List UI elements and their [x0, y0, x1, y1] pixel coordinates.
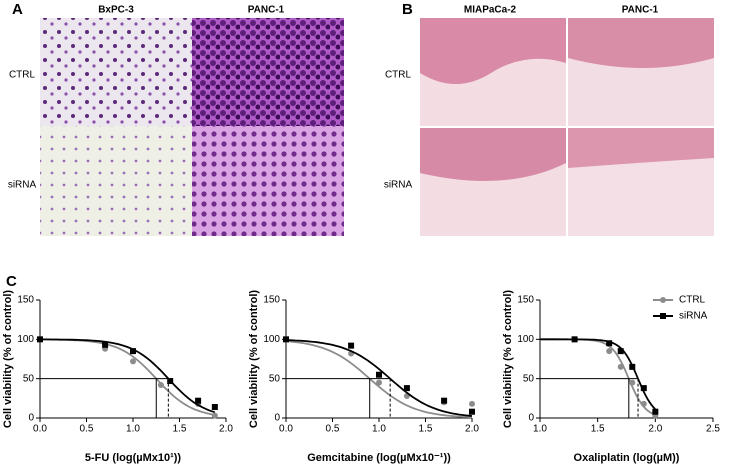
legend-marker — [660, 313, 666, 319]
y-tick-label: 50 — [523, 373, 535, 384]
column-header: PANC-1 — [248, 5, 285, 16]
point — [652, 408, 659, 415]
point — [403, 385, 410, 392]
point — [195, 397, 202, 404]
panel-label: A — [12, 1, 23, 18]
micrograph — [40, 18, 192, 126]
y-tick-label: 0 — [274, 413, 280, 424]
point — [157, 381, 164, 388]
y-tick-label: 0 — [528, 413, 534, 424]
point — [130, 348, 136, 355]
fit-curve — [540, 338, 656, 410]
column-header: BxPC-3 — [98, 5, 134, 16]
point — [606, 340, 613, 347]
x-tick-label: 0.5 — [80, 424, 94, 435]
y-tick-label: 50 — [269, 373, 281, 384]
x-tick-label: 2.5 — [706, 424, 720, 435]
panel-label: B — [402, 1, 413, 18]
point — [640, 385, 647, 392]
x-tick-label: 1.0 — [126, 424, 140, 435]
y-axis-title: Cell viability (% of control) — [248, 290, 260, 428]
point — [102, 341, 109, 348]
legend-marker — [660, 297, 666, 303]
legend-label: siRNA — [679, 311, 708, 322]
point — [441, 397, 448, 404]
x-tick-label: 2.0 — [465, 424, 479, 435]
point — [283, 336, 289, 343]
point — [640, 400, 647, 407]
y-tick-label: 0 — [28, 413, 34, 424]
y-tick-label: 50 — [23, 373, 35, 384]
histology — [420, 18, 714, 236]
point — [211, 403, 218, 410]
row-label: siRNA — [8, 180, 37, 191]
y-tick-label: 100 — [17, 334, 34, 345]
fit-curve — [40, 338, 215, 416]
point — [571, 336, 578, 343]
x-axis-title: 5-FU (log(µMx10¹)) — [85, 452, 182, 464]
y-axis-title: Cell viability (% of control) — [2, 290, 14, 428]
micrograph — [192, 126, 344, 236]
point — [130, 358, 136, 365]
micrograph — [40, 126, 192, 236]
point — [606, 348, 613, 355]
y-axis-title: Cell viability (% of control) — [502, 290, 514, 428]
x-tick-label: 1.0 — [533, 424, 547, 435]
legend-label: CTRL — [679, 295, 706, 306]
fit-curve — [285, 340, 473, 419]
x-tick-label: 0.0 — [33, 424, 47, 435]
x-tick-label: 1.5 — [419, 424, 433, 435]
x-tick-label: 0.5 — [326, 424, 340, 435]
y-tick-label: 150 — [17, 295, 34, 306]
x-axis-title: Oxaliplatin (log(µM)) — [574, 452, 680, 464]
column-header: MIAPaCa-2 — [464, 5, 517, 16]
x-tick-label: 2.0 — [648, 424, 662, 435]
point — [469, 408, 475, 415]
y-tick-label: 100 — [263, 334, 280, 345]
x-axis-title: Gemcitabine (log(µMx10⁻¹)) — [307, 452, 451, 464]
point — [376, 379, 382, 386]
point — [37, 336, 43, 343]
point — [617, 363, 624, 370]
row-label: siRNA — [384, 180, 413, 191]
point — [376, 371, 382, 378]
point — [629, 363, 636, 370]
fit-curve — [40, 338, 216, 414]
row-label: CTRL — [9, 70, 36, 81]
column-header: PANC-1 — [622, 5, 659, 16]
panel-label: C — [6, 273, 17, 290]
point — [469, 400, 475, 407]
y-tick-label: 150 — [517, 295, 534, 306]
point — [629, 379, 636, 386]
point — [617, 348, 624, 355]
row-label: CTRL — [385, 70, 412, 81]
y-tick-label: 100 — [517, 334, 534, 345]
x-tick-label: 1.5 — [591, 424, 605, 435]
x-tick-label: 1.5 — [173, 424, 187, 435]
y-tick-label: 150 — [263, 295, 280, 306]
point — [211, 412, 218, 419]
x-tick-label: 0.0 — [279, 424, 293, 435]
point — [167, 378, 174, 385]
x-tick-label: 2.0 — [219, 424, 233, 435]
point — [348, 342, 355, 349]
x-tick-label: 1.0 — [372, 424, 386, 435]
fit-curve — [285, 339, 473, 417]
micrograph — [192, 18, 344, 126]
